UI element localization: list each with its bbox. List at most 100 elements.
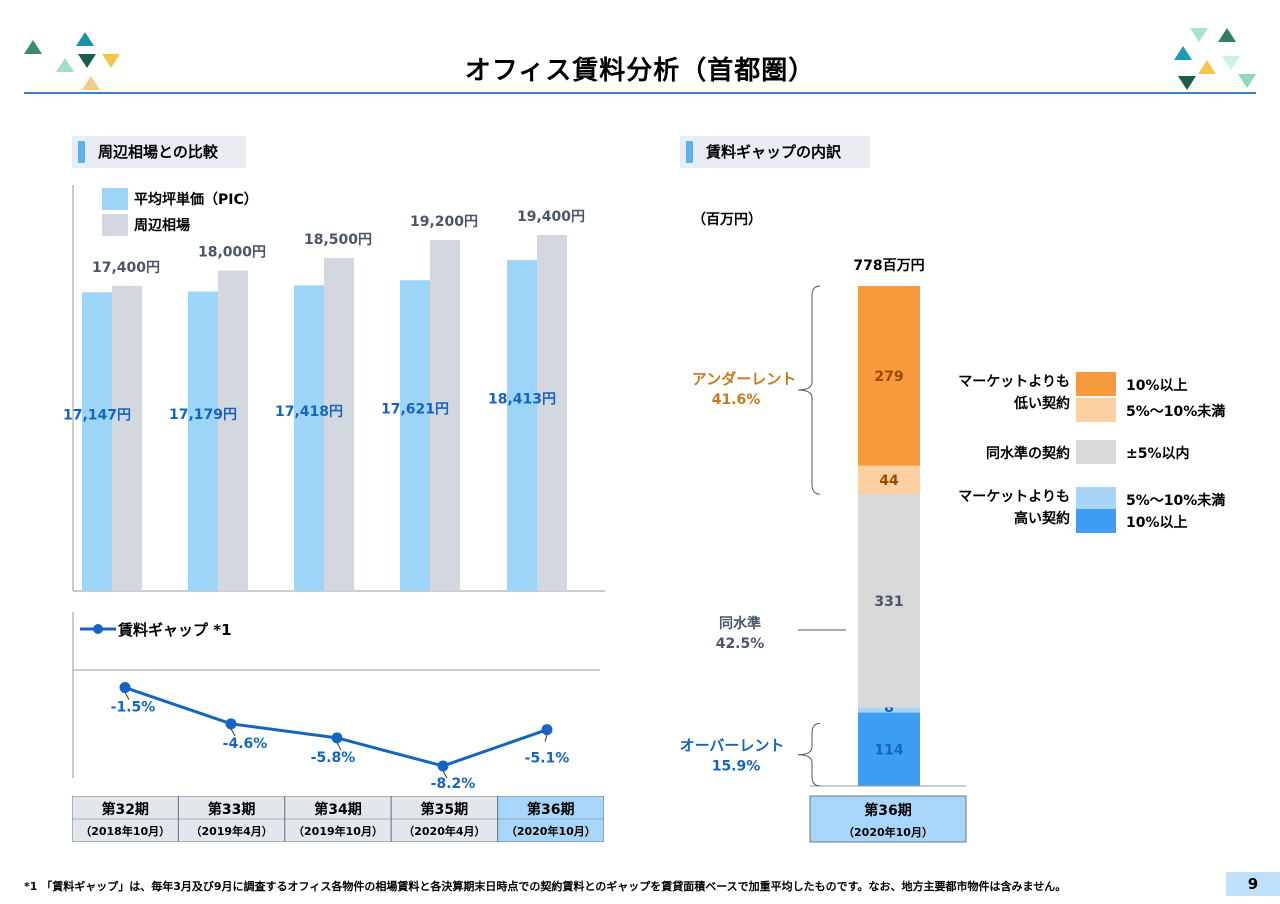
page-number: 9 xyxy=(1226,872,1280,896)
legend-label-under_5: 5%～10%未満 xyxy=(1126,403,1225,420)
group-label-same: 同水準 xyxy=(719,615,761,632)
category-date: （2020年10月） xyxy=(843,825,933,839)
legend-swatch-same xyxy=(1076,440,1116,464)
gap-point-3 xyxy=(331,732,343,744)
legend-swatch-pic xyxy=(102,188,128,210)
triangle-icon xyxy=(76,32,94,46)
footnote: *1 「賃料ギャップ」は、毎年3月及び9月に調査するオフィス各物件の相場賃料と各… xyxy=(24,880,1067,893)
period-date-3: （2019年10月） xyxy=(293,824,383,838)
bracket-overrent xyxy=(797,722,821,787)
section-marker xyxy=(78,141,85,163)
period-name-4: 第35期 xyxy=(421,801,468,818)
triangle-icon xyxy=(56,58,74,72)
gap-leader-4 xyxy=(442,770,448,779)
legend-label-gap: 賃料ギャップ *1 xyxy=(117,621,232,639)
legend-swatch-over_10 xyxy=(1076,509,1116,533)
triangle-icon xyxy=(1238,74,1256,88)
segment-label-same: 331 xyxy=(874,594,903,610)
segment-label-under_10: 279 xyxy=(874,369,903,385)
gap-leader-3 xyxy=(336,742,342,751)
legend-label-over_5: 5%～10%未満 xyxy=(1126,492,1225,509)
bar-pic-2 xyxy=(188,291,218,591)
legend-group-label-3: 高い契約 xyxy=(1014,510,1070,527)
bar-market-2 xyxy=(218,270,248,591)
gap-label-2: -4.6% xyxy=(223,736,268,752)
triangle-icon xyxy=(1174,46,1192,60)
section-header-breakdown: 賃料ギャップの内訳 xyxy=(680,136,870,168)
unit-label: （百万円） xyxy=(692,212,762,228)
bar-market-5 xyxy=(537,235,567,591)
gap-point-1 xyxy=(119,682,131,694)
bar-market-1 xyxy=(112,285,142,591)
legend-swatch-over_5 xyxy=(1076,487,1116,511)
legend-swatch-under_10 xyxy=(1076,372,1116,396)
total-label: 778百万円 xyxy=(853,258,924,274)
legend-label-market: 周辺相場 xyxy=(134,217,190,234)
section-header-comparison: 周辺相場との比較 xyxy=(72,136,246,168)
legend-group-label-2: 同水準の契約 xyxy=(986,445,1070,462)
group-pct-underrent: 41.6% xyxy=(712,392,761,408)
period-date-4: （2020年4月） xyxy=(403,824,485,838)
triangle-icon xyxy=(1222,56,1240,70)
legend-label-pic: 平均坪単価（PIC） xyxy=(134,191,258,208)
triangle-icon xyxy=(82,76,100,90)
segment-under_10 xyxy=(858,286,920,466)
legend-group-label-3: マーケットよりも xyxy=(958,489,1070,505)
legend-label-under_10: 10%以上 xyxy=(1126,378,1188,394)
segment-label-over_5: 8 xyxy=(884,700,894,716)
segment-label-under_5: 44 xyxy=(879,473,899,489)
legend-swatch-market xyxy=(102,214,128,236)
gap-label-5: -5.1% xyxy=(525,751,570,767)
data-label-market-2: 18,000円 xyxy=(198,245,266,261)
segment-same xyxy=(858,494,920,708)
bar-pic-3 xyxy=(294,285,324,591)
period-date-2: （2019年4月） xyxy=(190,824,272,838)
category-name: 第36期 xyxy=(864,802,911,819)
period-name-3: 第34期 xyxy=(314,801,361,818)
triangle-icon xyxy=(102,54,120,68)
gap-leader-1 xyxy=(124,692,130,700)
data-label-market-5: 19,400円 xyxy=(517,209,585,225)
title-divider xyxy=(24,92,1256,94)
period-date-5: （2020年10月） xyxy=(506,824,596,838)
bar-pic-1 xyxy=(82,292,112,591)
data-label-market-3: 18,500円 xyxy=(304,232,372,248)
gap-point-5 xyxy=(541,724,553,736)
page-title: オフィス賃料分析（首都圏） xyxy=(464,56,816,86)
legend-label-same: ±5%以内 xyxy=(1126,445,1190,462)
legend-marker-gap xyxy=(93,624,103,634)
bar-pic-5 xyxy=(507,260,537,591)
period-name-2: 第33期 xyxy=(208,801,255,818)
stacked-bar-rent-gap-breakdown: （百万円） 778百万円 114 8 331 44 279 第36期 （2020年10月） アンダ… xyxy=(680,212,1225,843)
decorative-triangles-left xyxy=(24,32,120,90)
data-label-pic-4: 17,621円 xyxy=(381,402,449,418)
group-pct-overrent: 15.9% xyxy=(712,759,761,775)
triangle-icon xyxy=(1218,28,1236,42)
section-title: 賃料ギャップの内訳 xyxy=(706,143,842,161)
data-label-pic-2: 17,179円 xyxy=(169,407,237,423)
segment-over_5 xyxy=(858,707,920,713)
segment-over_10 xyxy=(858,712,920,786)
triangle-icon xyxy=(78,54,96,68)
triangle-icon xyxy=(1198,60,1216,74)
category-cell xyxy=(809,795,967,843)
gap-label-3: -5.8% xyxy=(311,750,356,766)
bar-pic-4 xyxy=(400,280,430,591)
group-label-overrent: オーバーレント xyxy=(680,737,785,755)
decorative-triangles-right xyxy=(1174,28,1256,90)
data-label-market-4: 19,200円 xyxy=(410,214,478,230)
legend-label-over_10: 10%以上 xyxy=(1126,515,1188,531)
data-label-pic-3: 17,418円 xyxy=(275,404,343,420)
period-date-1: （2018年10月） xyxy=(80,824,170,838)
bracket-underrent xyxy=(797,285,821,495)
legend-swatch-under_5 xyxy=(1076,398,1116,422)
triangle-icon xyxy=(24,40,42,54)
line-chart-rent-gap: 賃料ギャップ *1 -1.5% -4.6% -5.8% -8.2% -5.1% xyxy=(72,612,600,791)
period-table: 第32期 （2018年10月） 第33期 （2019年4月） 第34期 （2019年10月… xyxy=(72,796,604,842)
gap-label-4: -8.2% xyxy=(431,776,476,791)
legend-group-label-1: マーケットよりも xyxy=(958,374,1070,390)
segment-label-over_10: 114 xyxy=(874,742,903,758)
gap-leader-2 xyxy=(230,728,236,737)
period-name-5: 第36期 xyxy=(527,801,574,818)
gap-leader-5 xyxy=(544,734,548,742)
